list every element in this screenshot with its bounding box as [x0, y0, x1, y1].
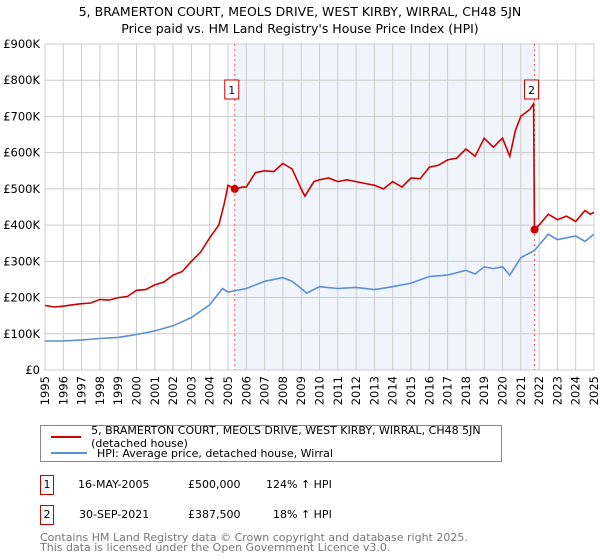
plot-frame: [44, 43, 595, 371]
plot-area: £0 £100K £200K £300K £400K £500K £600K £700K £80…: [3, 37, 600, 405]
x-tick-label: 2005: [221, 376, 235, 405]
x-tick-label: 2003: [184, 376, 198, 405]
footer-copyright: Contains HM Land Registry data © Crown c…: [40, 531, 468, 544]
x-tick-label: 2014: [386, 376, 400, 405]
y-tick-label: £900K: [3, 37, 40, 51]
sale-label: 1: [228, 84, 235, 97]
marker-badge: 1: [40, 475, 54, 495]
x-tick-label: 2020: [496, 376, 510, 405]
y-tick-label: £0: [25, 363, 40, 377]
x-tick-label: 2001: [148, 376, 162, 405]
sale-period-shade: [234, 44, 535, 370]
y-tick-label: £700K: [3, 109, 40, 123]
x-tick-label: 2000: [130, 376, 144, 405]
x-tick-label: 2019: [477, 376, 491, 405]
legend-swatch-blue: [51, 452, 87, 454]
y-tick-label: £400K: [3, 218, 40, 232]
y-tick-label: £200K: [3, 291, 40, 305]
y-tick-label: £800K: [3, 73, 40, 87]
marker-badge: 2: [40, 505, 54, 525]
hpi-line: [45, 233, 595, 342]
transaction-date: 16-MAY-2005: [78, 478, 150, 491]
legend-label-property: 5, BRAMERTON COURT, MEOLS DRIVE, WEST KI…: [91, 424, 481, 450]
sale-label: 2: [528, 84, 535, 97]
x-tick-label: 2010: [313, 376, 327, 405]
sale-point: [230, 184, 239, 193]
transaction-price: £500,000: [188, 478, 241, 491]
x-tick-label: 2022: [532, 376, 546, 405]
x-tick-label: 1999: [111, 376, 125, 405]
x-tick-label: 2012: [349, 376, 363, 405]
legend-label-hpi: HPI: Average price, detached house, Wirr…: [97, 446, 333, 460]
x-tick-label: 2008: [276, 376, 290, 405]
y-tick-label: £100K: [3, 327, 40, 341]
footer-licence: This data is licensed under the Open Gov…: [40, 541, 391, 554]
y-tick-label: £600K: [3, 146, 40, 160]
x-tick-label: 2011: [331, 376, 345, 405]
x-tick-label: 2007: [258, 376, 272, 405]
transaction-hpi: 18% ↑ HPI: [273, 508, 332, 521]
x-tick-label: 1997: [75, 376, 89, 405]
x-tick-label: 2016: [422, 376, 436, 405]
sale-label-box: [524, 79, 540, 100]
x-tick-label: 1998: [93, 376, 107, 405]
x-tick-label: 2017: [441, 376, 455, 405]
x-tick-label: 2002: [166, 376, 180, 405]
y-tick-label: £500K: [3, 182, 40, 196]
x-tick-label: 2023: [550, 376, 564, 405]
transaction-price: £387,500: [188, 508, 241, 521]
x-tick-label: 2018: [459, 376, 473, 405]
sale-label-box: [224, 79, 240, 100]
x-tick-label: 2024: [569, 376, 583, 405]
x-tick-label: 2025: [587, 376, 600, 405]
legend: 5, BRAMERTON COURT, MEOLS DRIVE, WEST KI…: [40, 424, 502, 462]
x-tick-label: 2004: [203, 376, 217, 405]
chart-title: 5, BRAMERTON COURT, MEOLS DRIVE, WEST KI…: [78, 4, 522, 19]
legend-swatch-red: [51, 436, 82, 438]
x-tick-label: 2015: [404, 376, 418, 405]
x-tick-label: 2006: [239, 376, 253, 405]
x-tick-label: 2013: [367, 376, 381, 405]
transaction-date: 30-SEP-2021: [79, 508, 150, 521]
chart-subtitle: Price paid vs. HM Land Registry's House …: [121, 21, 479, 36]
x-tick-label: 2009: [294, 376, 308, 405]
x-tick-label: 2021: [514, 376, 528, 405]
transaction-hpi: 124% ↑ HPI: [266, 478, 332, 491]
property-price-line: [44, 101, 595, 308]
sale-point: [530, 225, 539, 234]
x-tick-label: 1995: [38, 376, 52, 405]
x-tick-label: 1996: [56, 376, 70, 405]
y-tick-label: £300K: [3, 254, 40, 268]
